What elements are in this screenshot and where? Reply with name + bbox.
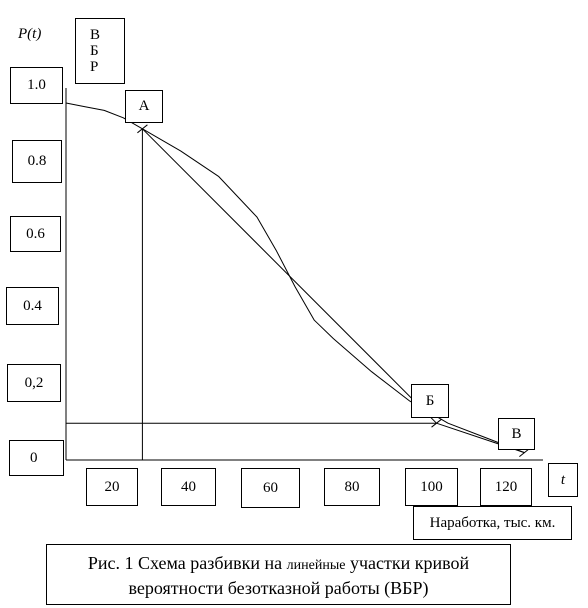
x-tick-label: 80 [324,468,380,506]
y-axis-label: P(t) [18,26,42,42]
y-axis-label-box-letter: В [90,27,101,43]
y-axis-label-box: В Б Р [75,18,125,84]
caption-text-small: линейные [286,558,346,573]
guide-lines [66,128,437,460]
point-label-b: Б [411,384,449,418]
point-label-a: А [125,90,163,123]
y-tick-label: 0 [9,440,64,476]
x-axis-unit-label: Наработка, тыс. км. [413,506,572,540]
tick-marks [137,124,530,458]
axes [65,88,543,461]
x-tick-label: 40 [161,468,216,506]
figure-caption: Рис. 1 Схема разбивки на линейные участк… [46,544,511,605]
point-marker [137,124,148,134]
y-tick-label: 0.4 [6,287,59,325]
y-axis-label-box-letter: Р [90,59,99,75]
y-tick-label: 0.6 [10,216,61,252]
series-lines [65,102,525,454]
y-tick-label: 0.8 [12,140,62,183]
caption-text: участки кривой [345,553,470,573]
x-tick-label: 100 [405,468,458,506]
x-axis-label: t [548,463,578,497]
y-tick-label: 0,2 [7,364,61,402]
y-axis-label-box-letter: Б [90,43,99,59]
y-tick-label: 1.0 [10,67,63,104]
x-tick-label: 60 [241,468,300,508]
linear-approximation [142,128,525,454]
reliability-curve [65,102,525,454]
point-marker [431,418,442,428]
point-label-v: В [498,418,535,450]
x-tick-label: 20 [86,468,138,506]
x-tick-label: 120 [480,468,532,506]
caption-line-2: вероятности безотказной работы (ВБР) [128,578,429,598]
caption-text: Рис. 1 Схема разбивки на [87,553,287,573]
caption-line-1: Рис. 1 Схема разбивки на линейные участк… [47,552,510,577]
